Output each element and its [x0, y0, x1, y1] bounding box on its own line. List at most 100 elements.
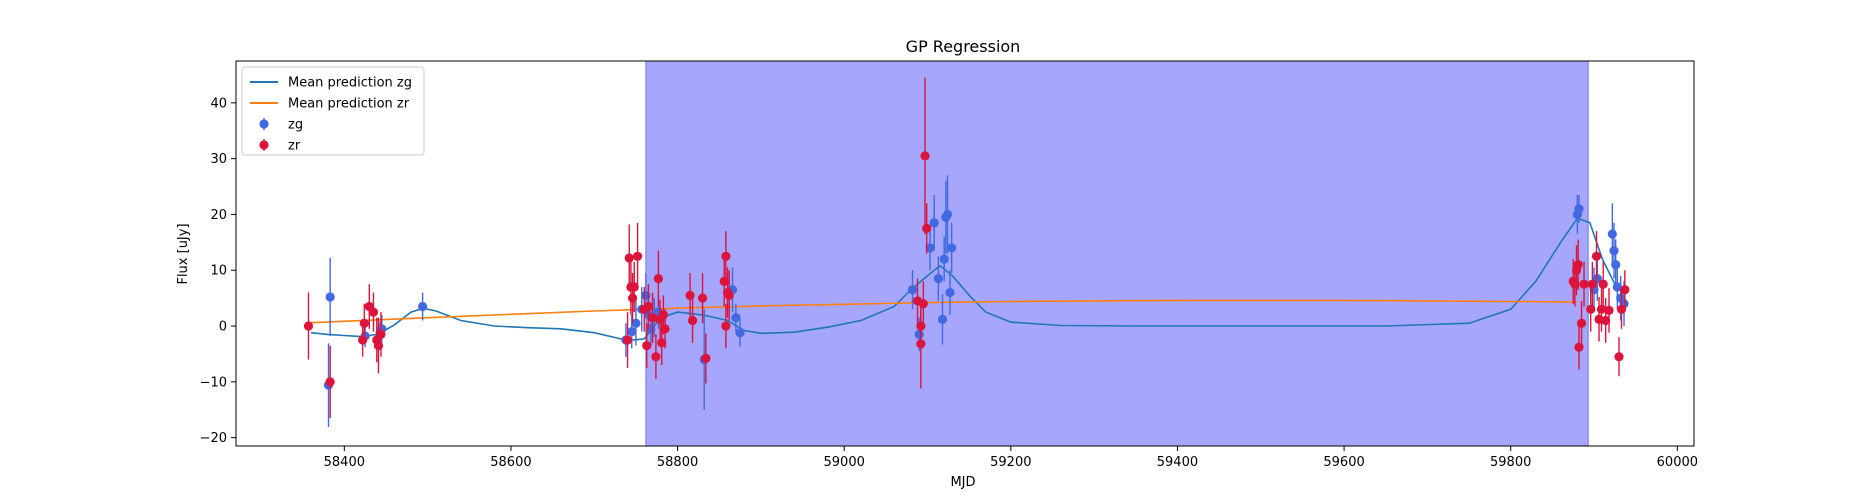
data-point: [1573, 260, 1583, 270]
data-point: [1604, 305, 1614, 316]
data-point: [1611, 260, 1621, 270]
data-point: [947, 243, 957, 253]
legend-entry: zg: [259, 118, 303, 133]
x-tick-label: 58600: [490, 455, 531, 470]
data-point: [697, 293, 708, 303]
data-point: [685, 290, 695, 300]
x-tick-label: 59000: [824, 455, 865, 470]
x-tick-label: 58400: [324, 455, 365, 470]
data-point: [629, 282, 639, 292]
data-point: [1587, 279, 1597, 289]
data-point: [1576, 318, 1587, 328]
data-point: [918, 299, 928, 309]
data-point: [660, 324, 670, 334]
data-point: [358, 335, 368, 345]
axes-frame: [235, 60, 1695, 447]
data-point: [731, 313, 741, 323]
data-point: [657, 338, 667, 348]
data-point: [916, 339, 926, 349]
data-point: [1607, 229, 1617, 239]
data-point: [1579, 279, 1589, 289]
data-point: [933, 274, 943, 284]
data-point: [641, 290, 651, 300]
series-line-zg: [310, 217, 1628, 342]
data-point: [359, 318, 369, 328]
series-line-zr: [310, 299, 1578, 324]
data-point: [643, 301, 654, 312]
data-point: [1586, 304, 1596, 314]
data-point: [687, 315, 698, 326]
legend-entry: Mean prediction zg: [250, 76, 412, 91]
data-point: [721, 251, 731, 261]
data-point: [942, 209, 953, 220]
data-point: [907, 285, 918, 295]
data-point: [920, 151, 930, 161]
data-point: [922, 223, 932, 233]
y-axis-label: Flux [uJy]: [176, 223, 191, 284]
data-point: [627, 327, 637, 337]
data-point: [1601, 315, 1611, 326]
data-point: [325, 292, 335, 302]
y-tick-label: 10: [210, 264, 227, 279]
data-point: [642, 340, 652, 351]
legend-marker-swatch: [259, 140, 269, 150]
data-point: [303, 321, 314, 331]
data-point: [945, 287, 955, 298]
data-point: [624, 253, 634, 263]
data-point: [925, 243, 935, 253]
data-point: [724, 290, 734, 300]
data-point: [735, 328, 745, 338]
y-tick-label: 30: [210, 152, 227, 167]
legend-label: Mean prediction zr: [288, 97, 410, 112]
data-point: [1620, 285, 1630, 295]
legend-entry: Mean prediction zr: [250, 97, 410, 112]
x-tick-label: 60000: [1657, 455, 1698, 470]
data-point: [368, 307, 379, 317]
data-point: [376, 329, 386, 340]
data-point: [939, 254, 949, 264]
legend-entry: zr: [259, 139, 301, 154]
plot-area: 58400 58600 58800 59000 59200 59400 59600 59800…: [200, 60, 1698, 470]
y-tick-label: −10: [200, 375, 227, 390]
legend-box: [241, 66, 425, 156]
data-point: [631, 318, 641, 328]
x-axis-label: MJD: [950, 475, 975, 490]
data-point: [1574, 204, 1584, 214]
y-tick-label: 20: [210, 208, 227, 223]
data-point: [1612, 282, 1622, 292]
data-point: [418, 301, 428, 312]
data-point: [1574, 342, 1584, 352]
data-point: [1616, 304, 1627, 314]
data-point: [1614, 352, 1624, 362]
legend-marker-swatch: [259, 119, 269, 129]
data-point: [1596, 304, 1607, 314]
data-point: [325, 377, 335, 387]
data-point: [658, 310, 669, 320]
data-point: [937, 314, 948, 324]
data-point: [1598, 279, 1608, 289]
data-point: [373, 340, 384, 351]
data-point: [651, 352, 661, 362]
legend: Mean prediction zg Mean prediction zr zg zr: [241, 66, 425, 156]
data-point: [721, 321, 731, 331]
data-point: [653, 274, 664, 284]
data-point: [1591, 251, 1602, 261]
data-point: [647, 313, 658, 323]
x-tick-label: 58800: [657, 455, 698, 470]
x-tick-label: 59400: [1157, 455, 1198, 470]
chart-title: GP Regression: [906, 37, 1021, 56]
highlight-span: [645, 60, 1589, 447]
x-tick-label: 59800: [1490, 455, 1531, 470]
x-tick-label: 59600: [1323, 455, 1364, 470]
data-point: [1609, 246, 1619, 256]
y-tick-label: 40: [210, 96, 227, 111]
data-point: [622, 335, 633, 345]
data-point: [701, 353, 711, 363]
legend-label: zg: [288, 118, 303, 133]
data-point: [632, 251, 643, 261]
legend-label: zr: [288, 139, 301, 154]
legend-label: Mean prediction zg: [288, 76, 412, 91]
y-tick-label: 0: [219, 320, 227, 335]
data-point: [914, 329, 924, 340]
